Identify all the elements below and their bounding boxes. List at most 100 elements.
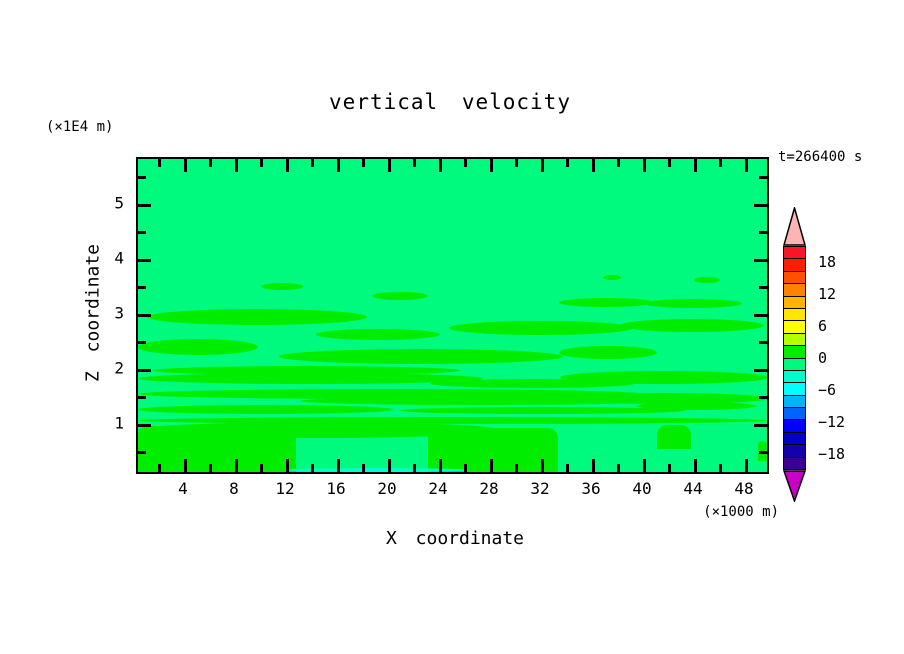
x-tick-bottom <box>183 459 187 472</box>
x-tick-label: 44 <box>683 479 703 498</box>
x-tick-label: 20 <box>377 479 397 498</box>
contour-region-streak <box>138 405 393 414</box>
colorbar-cell <box>783 407 806 421</box>
x-tick-top <box>744 159 748 172</box>
contour-region-streak <box>372 292 428 300</box>
contour-region-streak <box>636 402 756 410</box>
contour-region-block <box>428 428 558 472</box>
y-tick-left <box>138 313 151 317</box>
x-tick-bottom <box>234 459 238 472</box>
contour-region-streak <box>279 349 563 364</box>
x-tick-bottom <box>566 464 569 472</box>
timestamp-label: t=266400 s <box>778 149 863 165</box>
x-tick-bottom <box>719 464 722 472</box>
colorbar-tick-label: −18 <box>818 445 846 463</box>
x-tick-top <box>260 159 263 167</box>
y-axis-unit-label: (×1E4 m) <box>46 119 114 135</box>
x-tick-bottom <box>515 464 518 472</box>
x-tick-label: 32 <box>530 479 550 498</box>
x-tick-label: 36 <box>581 479 601 498</box>
x-tick-bottom <box>158 464 161 472</box>
x-tick-top <box>515 159 518 167</box>
colorbar <box>783 246 806 471</box>
x-tick-label: 28 <box>479 479 499 498</box>
x-tick-label: 8 <box>229 479 239 498</box>
x-tick-bottom <box>336 459 340 472</box>
x-tick-bottom <box>362 464 365 472</box>
contour-region-streak <box>138 373 483 384</box>
contour-region-block <box>138 426 296 472</box>
colorbar-cell <box>783 270 806 285</box>
plot-area <box>136 157 769 474</box>
colorbar-over-arrow <box>783 207 806 246</box>
x-tick-top <box>464 159 467 167</box>
x-tick-bottom <box>387 459 391 472</box>
contour-region-streak <box>430 379 635 388</box>
x-tick-top <box>591 159 595 172</box>
x-tick-bottom <box>209 464 212 472</box>
y-tick-right <box>759 231 767 234</box>
colorbar-cell <box>783 320 806 334</box>
x-tick-bottom <box>260 464 263 472</box>
contour-region-streak <box>560 393 767 404</box>
x-tick-label: 12 <box>275 479 295 498</box>
y-tick-label: 4 <box>114 248 124 268</box>
x-tick-label: 4 <box>178 479 188 498</box>
contour-region-streak <box>152 366 460 375</box>
x-axis-unit-label: (×1000 m) <box>703 504 779 520</box>
x-tick-top <box>311 159 314 167</box>
colorbar-tick-label: 12 <box>818 285 837 303</box>
y-tick-right <box>759 451 767 454</box>
y-tick-right <box>759 176 767 179</box>
colorbar-cell <box>783 357 806 371</box>
y-tick-left <box>138 341 146 344</box>
x-tick-bottom <box>438 459 442 472</box>
x-tick-bottom <box>311 464 314 472</box>
contour-region-streak <box>286 468 468 472</box>
y-tick-label: 1 <box>114 413 124 433</box>
colorbar-tick-label: −6 <box>818 381 837 399</box>
y-tick-right <box>754 423 767 427</box>
x-tick-top <box>642 159 646 172</box>
contour-region-block <box>657 425 691 449</box>
contour-region-streak <box>300 397 665 405</box>
y-tick-right <box>754 203 767 207</box>
x-tick-top <box>617 159 620 167</box>
colorbar-cell <box>783 295 806 309</box>
x-tick-top <box>387 159 391 172</box>
colorbar-cell <box>783 431 806 446</box>
contour-region-streak <box>560 371 767 384</box>
x-tick-bottom <box>744 459 748 472</box>
x-tick-top <box>693 159 697 172</box>
y-tick-left <box>138 396 146 399</box>
y-tick-left <box>138 258 151 262</box>
x-tick-top <box>566 159 569 167</box>
colorbar-cell <box>783 332 806 347</box>
y-tick-left <box>138 368 151 372</box>
contour-region-streak <box>138 339 258 355</box>
y-tick-left <box>138 286 146 289</box>
x-tick-label: 48 <box>734 479 754 498</box>
y-tick-right <box>759 286 767 289</box>
colorbar-cell <box>783 283 806 297</box>
contour-region-streak <box>261 283 303 290</box>
contour-region-streak <box>316 329 440 340</box>
x-tick-label: 24 <box>428 479 448 498</box>
x-tick-label: 40 <box>632 479 652 498</box>
y-tick-label: 3 <box>114 303 124 323</box>
colorbar-cell <box>783 258 806 272</box>
colorbar-tick-label: 6 <box>818 317 828 335</box>
y-tick-left <box>138 176 146 179</box>
x-tick-top <box>668 159 671 167</box>
contour-region-streak <box>138 417 767 424</box>
x-tick-top <box>183 159 187 172</box>
contour-region-streak <box>603 275 621 280</box>
y-tick-right <box>754 313 767 317</box>
y-tick-left <box>138 423 151 427</box>
colorbar-cell <box>783 246 806 260</box>
y-tick-right <box>759 396 767 399</box>
x-tick-top <box>413 159 416 167</box>
contour-region-streak <box>559 346 657 359</box>
x-axis-title: X coordinate <box>385 528 525 549</box>
x-tick-bottom <box>591 459 595 472</box>
